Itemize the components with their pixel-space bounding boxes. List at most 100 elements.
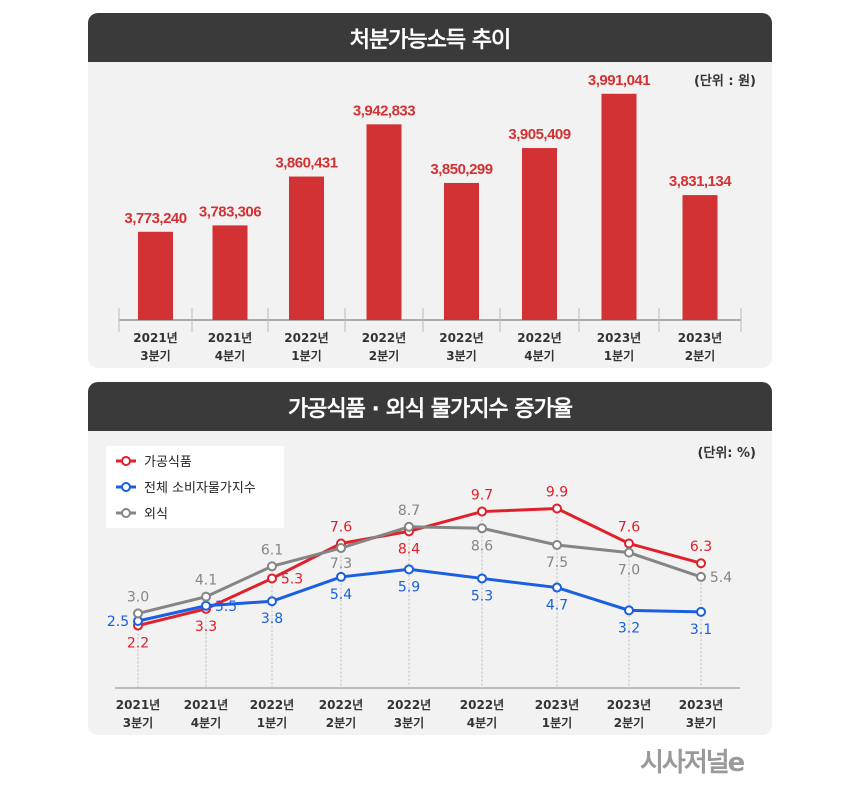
x-tick-label: 2분기 <box>685 348 715 363</box>
x-tick-label: 4분기 <box>467 715 497 730</box>
bar-value-label: 3,831,134 <box>669 173 732 190</box>
legend-marker <box>121 456 131 466</box>
bar-value-label: 3,783,306 <box>199 203 261 220</box>
data-label: 5.3 <box>471 588 493 604</box>
data-point <box>404 564 414 575</box>
x-tick-label: 2021년 <box>133 331 177 345</box>
data-point <box>477 523 487 534</box>
data-point <box>267 573 277 584</box>
x-tick-label: 2022년 <box>517 331 561 345</box>
data-point <box>552 540 562 550</box>
data-label: 2.2 <box>127 636 149 652</box>
bar-value-label: 3,942,833 <box>353 102 415 119</box>
x-tick-label: 3분기 <box>123 715 153 730</box>
price-chart-panel: 가공식품 · 외식 물가지수 증가율 (단위: %) 2021년 3분기 2021년 4… <box>88 382 772 735</box>
data-point <box>404 521 414 532</box>
x-tick-label: 3분기 <box>446 348 476 363</box>
bar-value-label: 3,850,299 <box>430 161 492 178</box>
legend-marker <box>121 482 131 492</box>
data-label: 7.6 <box>618 519 640 535</box>
legend-label: 가공식품 <box>144 455 192 470</box>
data-label: 3.8 <box>261 611 283 627</box>
bar <box>366 124 402 320</box>
data-point <box>336 571 346 582</box>
logo: 시사저널e <box>640 748 745 778</box>
x-tick-label: 1분기 <box>291 348 321 363</box>
x-tick-label: 3분기 <box>394 715 424 730</box>
data-label: 7.0 <box>618 563 640 579</box>
data-label: 7.6 <box>330 519 352 535</box>
bar <box>138 231 173 320</box>
income-chart-title: 처분가능소득 추이 <box>88 13 772 62</box>
data-label: 5.4 <box>330 587 352 603</box>
x-tick-label: 1분기 <box>542 715 572 730</box>
x-tick-label: 2분기 <box>326 715 356 730</box>
bar <box>212 225 248 320</box>
data-label: 3.5 <box>215 599 237 615</box>
data-label: 4.1 <box>195 573 217 589</box>
data-label: 8.6 <box>471 538 493 554</box>
x-tick-label: 1분기 <box>257 715 287 730</box>
data-label: 9.9 <box>546 485 568 501</box>
data-label: 6.1 <box>261 542 283 558</box>
bar-value-label: 3,773,240 <box>124 210 186 227</box>
bar <box>601 93 637 321</box>
legend-label: 외식 <box>144 507 168 522</box>
x-tick-label: 4분기 <box>191 715 221 730</box>
bar-value-label: 3,860,431 <box>275 155 337 172</box>
bar <box>522 148 557 320</box>
data-point <box>201 591 211 602</box>
data-label: 3.1 <box>690 622 712 638</box>
x-tick-label: 2023년 <box>678 331 722 345</box>
data-point <box>267 596 277 607</box>
legend-marker <box>121 508 131 518</box>
x-tick-label: 2023년 <box>535 698 579 712</box>
data-point <box>477 573 487 584</box>
x-tick-label: 4분기 <box>215 348 245 363</box>
x-tick-label: 2021년 <box>184 698 228 712</box>
data-point <box>477 506 487 517</box>
bar-value-label: 3,991,041 <box>588 72 650 89</box>
data-point <box>624 605 634 616</box>
bar-value-label: 3,905,409 <box>508 126 570 143</box>
data-point <box>133 608 143 619</box>
data-label: 4.7 <box>546 598 568 614</box>
x-tick-label: 2022년 <box>319 698 363 712</box>
data-point <box>696 606 706 617</box>
x-tick-label: 2021년 <box>208 331 252 345</box>
x-tick-label: 3분기 <box>686 715 716 730</box>
x-tick-label: 1분기 <box>604 348 634 363</box>
x-tick-label: 2022년 <box>460 698 504 712</box>
data-point <box>624 547 634 558</box>
data-label: 8.7 <box>398 503 420 519</box>
data-label: 2.5 <box>107 614 129 630</box>
legend-label: 전체 소비자물가지수 <box>144 481 256 496</box>
data-point <box>201 600 211 611</box>
data-label: 3.3 <box>195 619 217 635</box>
bar <box>682 195 718 320</box>
data-label: 5.4 <box>710 570 732 586</box>
x-tick-label: 2021년 <box>116 698 160 712</box>
x-tick-label: 2022년 <box>284 331 328 345</box>
x-tick-label: 2022년 <box>439 331 483 345</box>
x-tick-label: 2분기 <box>369 348 399 363</box>
price-line-chart: (단위: %) 2021년 3분기 2021년 4분기 2022년 1분기 2022년 2분기 2… <box>106 445 756 730</box>
data-point <box>552 503 562 514</box>
x-tick-label: 2023년 <box>597 331 641 345</box>
x-tick-label: 2022년 <box>250 698 294 712</box>
data-point <box>696 558 706 569</box>
data-label: 5.3 <box>281 571 303 587</box>
bar <box>289 176 324 320</box>
income-bar-chart: (단위 : 원) 3,773,240 2021년 3분기 3,783,306 2021년 4… <box>118 72 756 363</box>
data-label: 9.7 <box>471 488 493 504</box>
unit-label: (단위 : 원) <box>694 73 756 89</box>
data-label: 6.3 <box>690 539 712 555</box>
data-label: 3.0 <box>127 589 149 605</box>
data-label: 8.4 <box>398 541 420 557</box>
x-tick-label: 2분기 <box>614 715 644 730</box>
income-chart-panel: 처분가능소득 추이 (단위 : 원) 3,773,240 2021년 3분기 3,783… <box>88 13 772 368</box>
data-point <box>267 561 277 572</box>
price-chart-title: 가공식품 · 외식 물가지수 증가율 <box>88 382 772 431</box>
x-tick-label: 3분기 <box>140 348 170 363</box>
data-point <box>696 571 706 582</box>
